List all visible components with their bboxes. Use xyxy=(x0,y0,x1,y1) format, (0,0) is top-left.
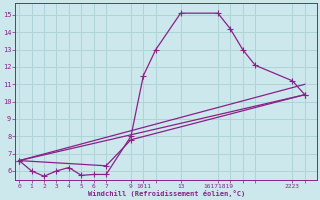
X-axis label: Windchill (Refroidissement éolien,°C): Windchill (Refroidissement éolien,°C) xyxy=(88,190,245,197)
